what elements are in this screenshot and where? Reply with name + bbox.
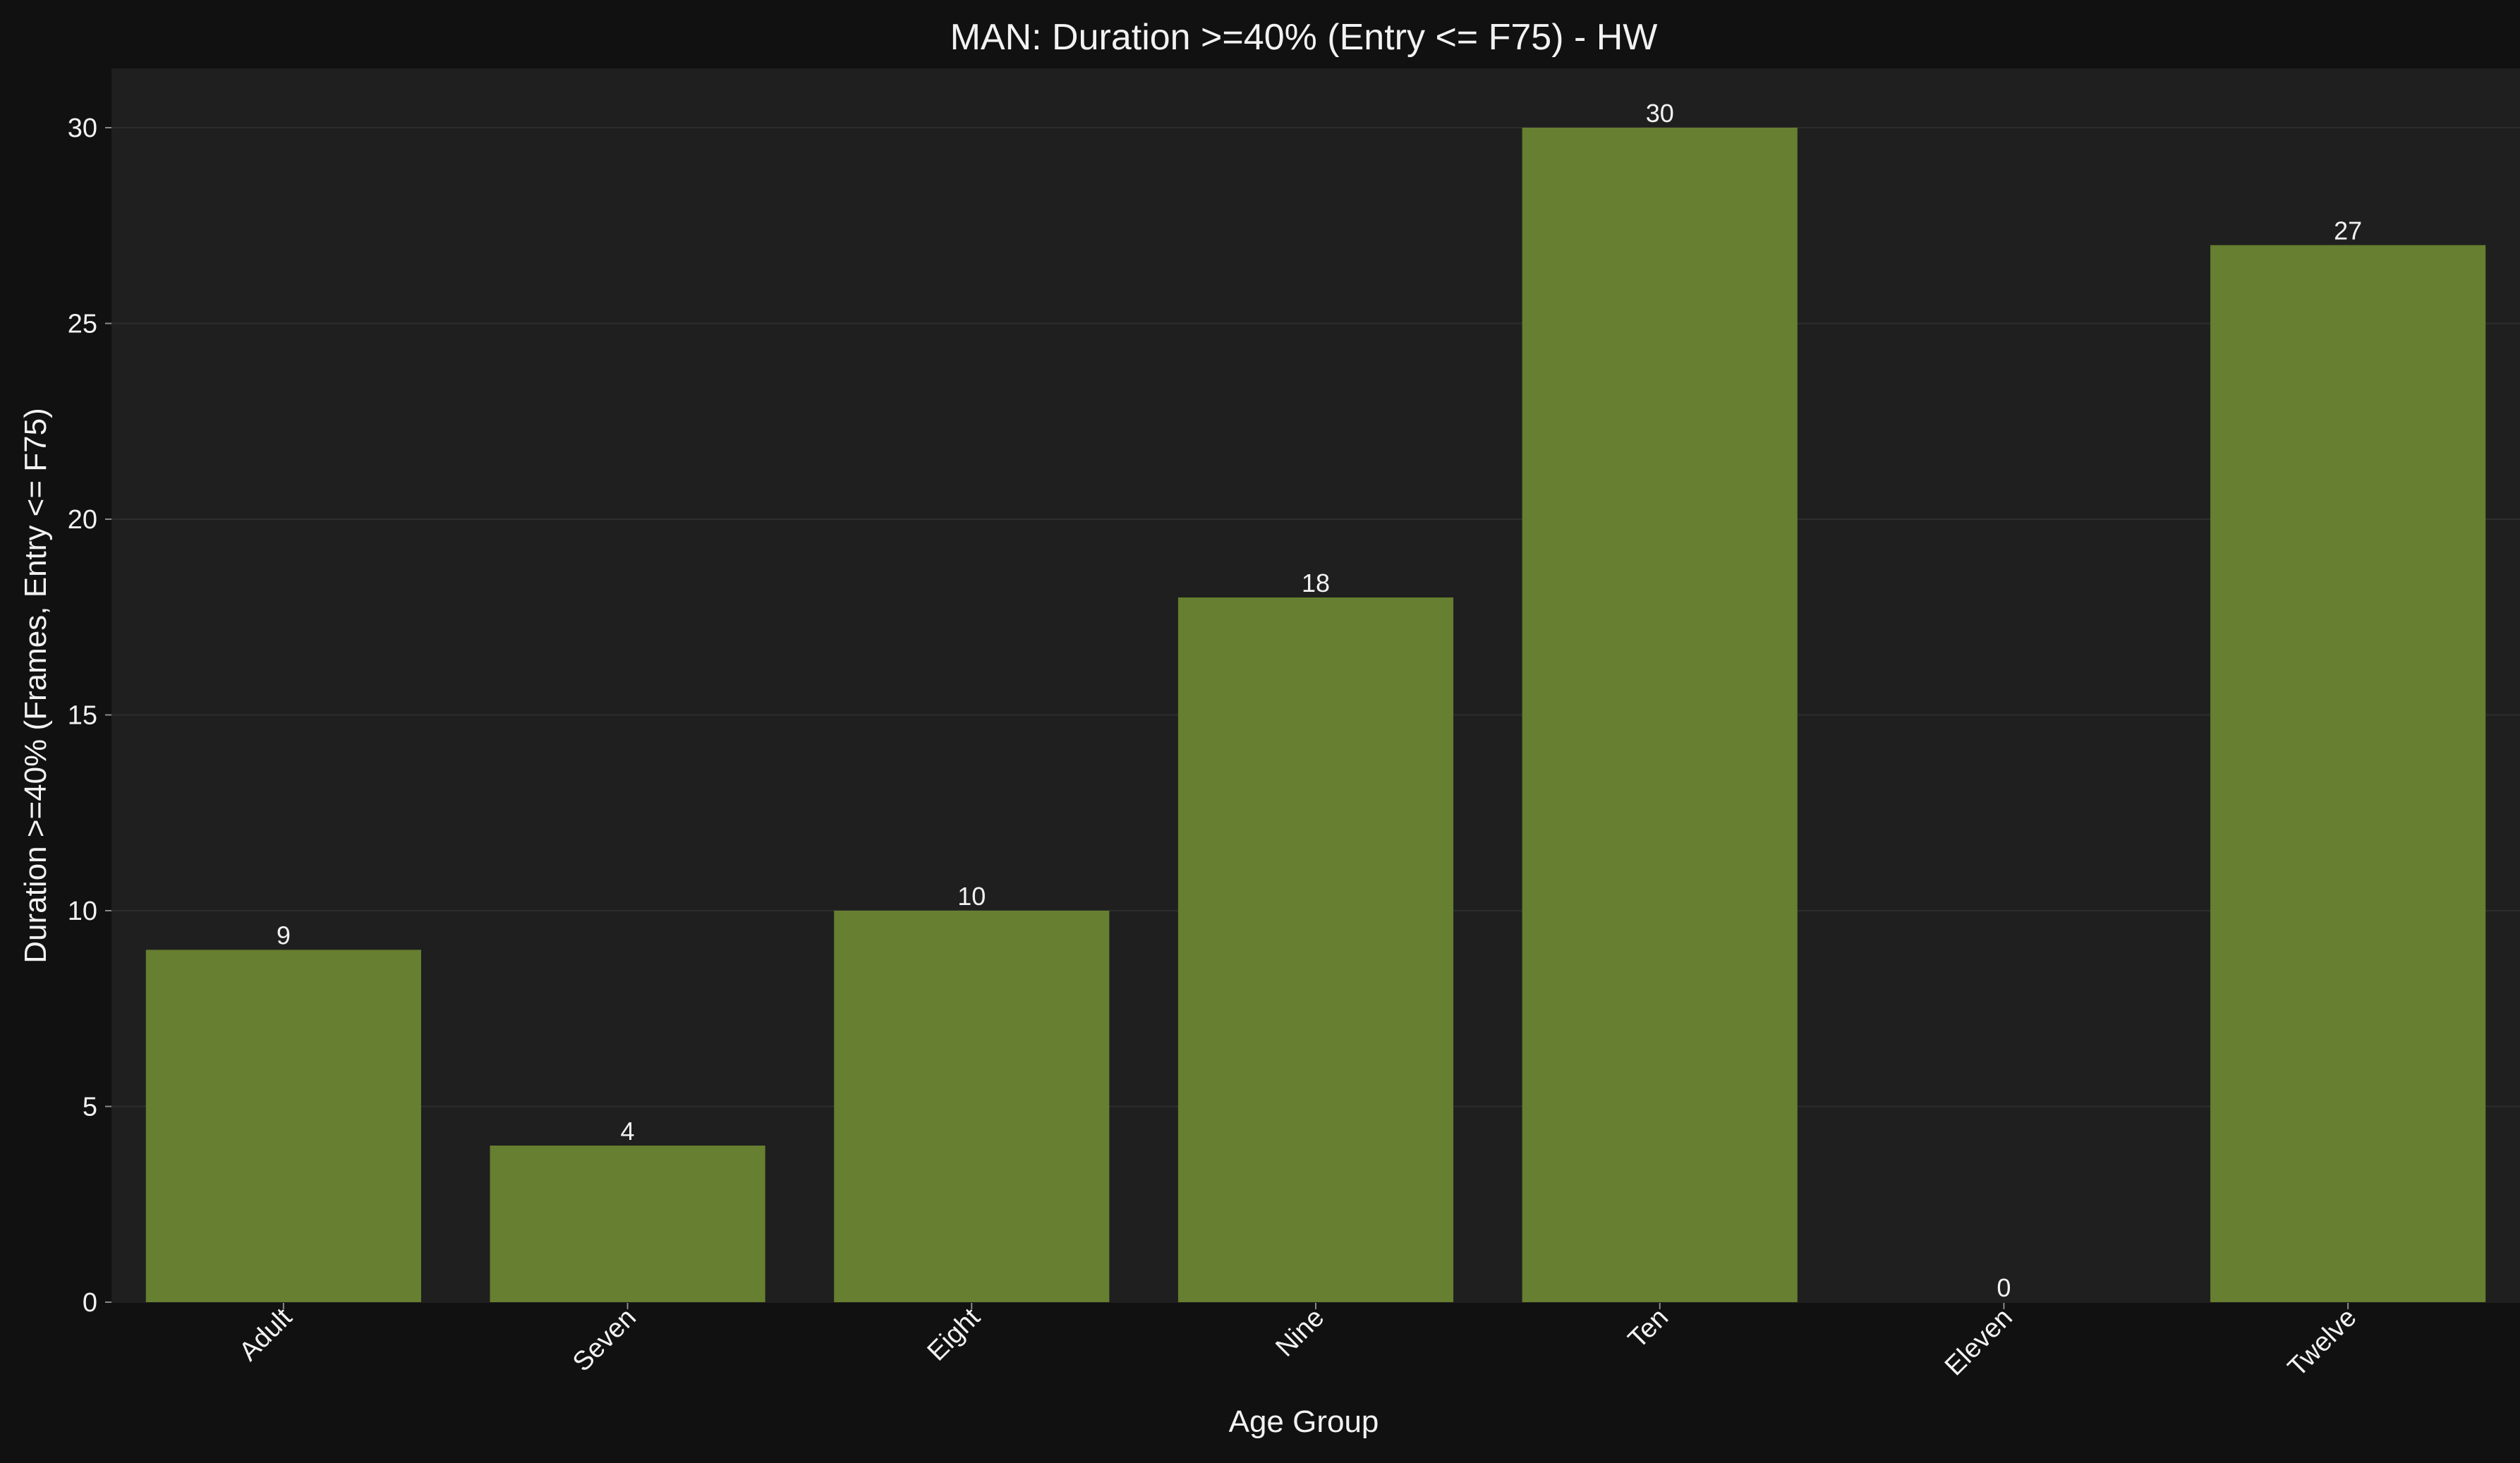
y-axis-ticks: 0 5 10 15 20 25 30 <box>68 114 111 1318</box>
bar-value-label: 10 <box>957 882 986 911</box>
bar-value-label: 27 <box>2334 217 2362 245</box>
bar-seven <box>490 1146 765 1302</box>
data-labels: 9 4 10 18 30 0 27 <box>277 99 2362 1302</box>
y-tick-label: 10 <box>68 897 97 926</box>
y-axis-label: Duration >=40% (Frames, Entry <= F75) <box>18 408 53 963</box>
bars <box>145 128 2486 1302</box>
bar-eight <box>834 911 1110 1302</box>
bar-ten <box>1522 128 1798 1302</box>
y-tick-label: 15 <box>68 701 97 731</box>
y-tick-label: 25 <box>68 310 97 339</box>
bar-twelve <box>2210 245 2486 1302</box>
y-tick-label: 0 <box>83 1288 97 1318</box>
y-tick-label: 5 <box>83 1093 97 1122</box>
chart-title: MAN: Duration >=40% (Entry <= F75) - HW <box>950 17 1658 58</box>
y-tick-label: 30 <box>68 114 97 143</box>
x-axis-label: Age Group <box>1229 1404 1379 1439</box>
bar-nine <box>1177 597 1454 1302</box>
bar-value-label: 0 <box>1997 1273 2011 1302</box>
bar-value-label: 30 <box>1646 99 1674 128</box>
bar-adult <box>145 949 421 1302</box>
bar-value-label: 18 <box>1302 569 1330 597</box>
bar-value-label: 9 <box>277 921 291 950</box>
bar-value-label: 4 <box>621 1117 635 1146</box>
y-tick-label: 20 <box>68 505 97 535</box>
